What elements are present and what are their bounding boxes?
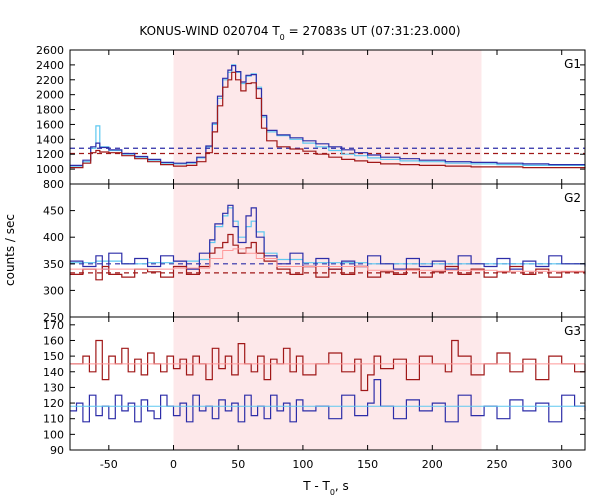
- panel-label-g3: G3: [564, 324, 581, 338]
- y-tick-label-g1-1000: 1000: [36, 163, 64, 176]
- series-g2-pink: [70, 248, 585, 272]
- y-tick-label-g3-150: 150: [43, 350, 64, 363]
- y-tick-label-g2-450: 450: [43, 205, 64, 218]
- y-tick-label-g1-1600: 1600: [36, 118, 64, 131]
- y-tick-label-g1-1400: 1400: [36, 133, 64, 146]
- y-tick-label-g1-2400: 2400: [36, 59, 64, 72]
- y-tick-label-g3-100: 100: [43, 428, 64, 441]
- x-axis-label: T - T0, s: [302, 479, 349, 497]
- panel-g2: [70, 204, 586, 281]
- x-tick-label-200: 200: [422, 458, 443, 471]
- y-tick-label-g3-90: 90: [50, 444, 64, 457]
- series-g1-red: [70, 71, 586, 169]
- x-tick-label-100: 100: [292, 458, 313, 471]
- chart-title-main: KONUS-WIND 020704 T: [139, 24, 280, 38]
- axis-layer: G180010001200140016001800200022002400260…: [36, 44, 586, 471]
- shade-layer: [173, 50, 482, 450]
- x-axis-label-main: T - T: [302, 479, 330, 493]
- y-tick-label-g3-160: 160: [43, 334, 64, 347]
- shaded-interval: [173, 50, 482, 450]
- y-tick-label-g3-140: 140: [43, 366, 64, 379]
- series-g2-red: [70, 233, 586, 281]
- chart-title-sub: 0: [280, 33, 285, 42]
- series-g2-blue: [70, 204, 586, 270]
- x-tick-label-0: 0: [170, 458, 177, 471]
- y-tick-label-g1-1800: 1800: [36, 104, 64, 117]
- y-tick-label-g1-2000: 2000: [36, 89, 64, 102]
- y-axis-label: counts / sec: [3, 214, 17, 286]
- x-tick-label--50: -50: [100, 458, 118, 471]
- y-tick-label-g1-800: 800: [43, 178, 64, 191]
- panel-label-g2: G2: [564, 191, 581, 205]
- y-tick-label-g1-1200: 1200: [36, 148, 64, 161]
- plot-layer: [70, 64, 586, 423]
- y-tick-label-g3-110: 110: [43, 413, 64, 426]
- x-tick-label-300: 300: [551, 458, 572, 471]
- panel-g1: [70, 64, 586, 169]
- y-tick-label-g2-400: 400: [43, 231, 64, 244]
- panel-label-g1: G1: [564, 57, 581, 71]
- y-tick-label-g3-170: 170: [43, 319, 64, 332]
- y-tick-label-g3-120: 120: [43, 397, 64, 410]
- y-tick-label-g1-2200: 2200: [36, 74, 64, 87]
- x-axis-label-sub: 0: [330, 488, 335, 497]
- x-tick-label-250: 250: [487, 458, 508, 471]
- chart-title-rest: = 27083s UT (07:31:23.000): [285, 24, 461, 38]
- series-g3-red: [70, 339, 586, 392]
- y-tick-label-g2-250: 250: [43, 311, 64, 324]
- chart-title: KONUS-WIND 020704 T0 = 27083s UT (07:31:…: [139, 24, 460, 42]
- y-tick-label-g2-300: 300: [43, 284, 64, 297]
- panel-g3: [70, 339, 586, 423]
- y-tick-label-g2-350: 350: [43, 258, 64, 271]
- x-tick-label-150: 150: [357, 458, 378, 471]
- x-axis-label-rest: , s: [335, 479, 349, 493]
- y-tick-label-g1-2600: 2600: [36, 44, 64, 57]
- x-tick-label-50: 50: [231, 458, 245, 471]
- y-tick-label-g3-130: 130: [43, 381, 64, 394]
- panel-frame-g3: [69, 316, 586, 451]
